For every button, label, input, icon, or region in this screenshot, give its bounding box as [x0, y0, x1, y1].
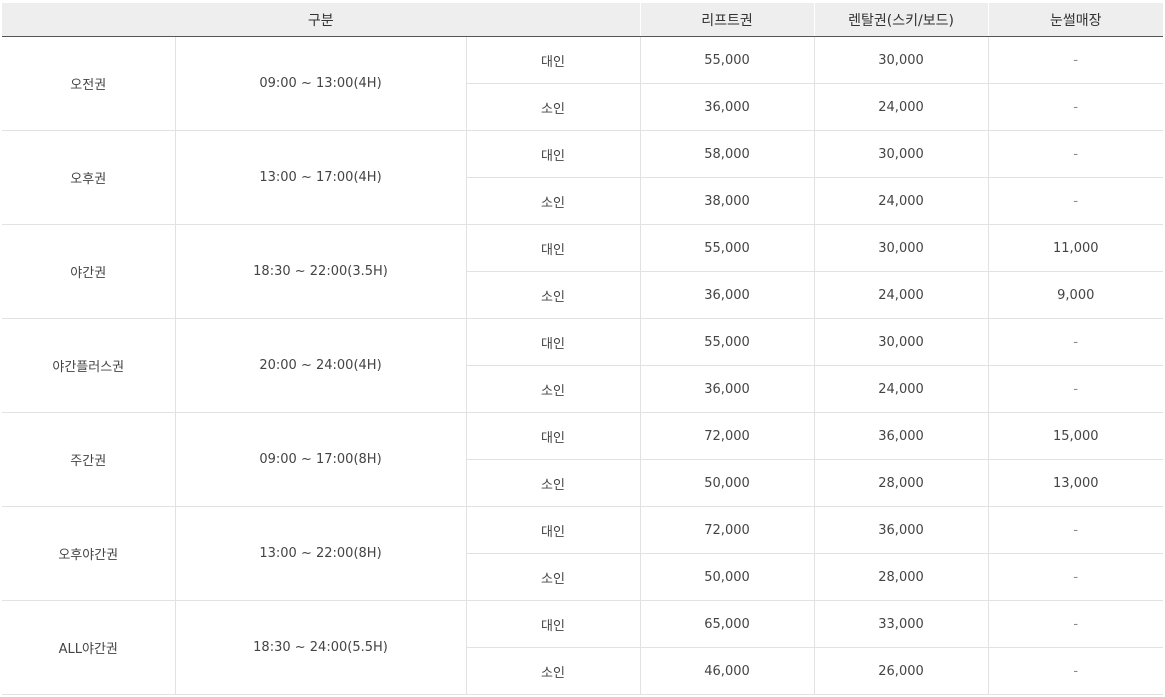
- snow-price: -: [987, 318, 1164, 366]
- snow-price: -: [987, 130, 1164, 178]
- age-label: 소인: [466, 365, 641, 413]
- snow-price: -: [987, 553, 1164, 601]
- lift-price: 36,000: [639, 365, 815, 413]
- ticket-name: ALL야간권: [2, 600, 176, 695]
- rental-price: 36,000: [813, 412, 989, 460]
- ticket-time: 18:30 ~ 24:00(5.5H): [174, 600, 467, 695]
- table-row: 주간권 09:00 ~ 17:00(8H) 대인 72,000 36,000 1…: [2, 412, 1164, 507]
- age-label: 소인: [466, 83, 641, 131]
- ticket-name: 야간플러스권: [2, 318, 176, 413]
- table-row: 오후권 13:00 ~ 17:00(4H) 대인 58,000 30,000 -: [2, 130, 1164, 225]
- header-rental: 렌탈권(스키/보드): [813, 3, 989, 37]
- header-snow: 눈썰매장: [987, 3, 1164, 37]
- price-table: 구분 리프트권 렌탈권(스키/보드) 눈썰매장 오전권 09:00 ~ 13:0…: [2, 3, 1164, 695]
- rental-price: 26,000: [813, 647, 989, 695]
- age-label: 소인: [466, 647, 641, 695]
- age-label: 대인: [465, 600, 641, 648]
- rental-price: 24,000: [813, 365, 989, 413]
- snow-price: -: [987, 506, 1164, 554]
- age-label: 대인: [465, 36, 641, 84]
- snow-price: -: [987, 177, 1164, 225]
- age-label: 소인: [466, 553, 641, 601]
- lift-price: 50,000: [639, 459, 815, 507]
- table-row: ALL야간권 18:30 ~ 24:00(5.5H) 대인 65,000 33,…: [2, 600, 1164, 695]
- table-header-row: 구분 리프트권 렌탈권(스키/보드) 눈썰매장: [2, 3, 1164, 37]
- snow-price: 15,000: [987, 412, 1164, 460]
- lift-price: 72,000: [639, 412, 815, 460]
- ticket-time: 18:30 ~ 22:00(3.5H): [174, 224, 467, 319]
- lift-price: 36,000: [639, 83, 815, 131]
- lift-price: 72,000: [639, 506, 815, 554]
- age-label: 소인: [466, 177, 641, 225]
- table-row: 오전권 09:00 ~ 13:00(4H) 대인 55,000 30,000 -: [2, 36, 1164, 131]
- lift-price: 55,000: [639, 224, 815, 272]
- age-label: 소인: [466, 271, 641, 319]
- lift-price: 55,000: [639, 318, 815, 366]
- snow-price: 9,000: [987, 271, 1164, 319]
- ticket-time: 20:00 ~ 24:00(4H): [174, 318, 467, 413]
- table-row: 야간권 18:30 ~ 22:00(3.5H) 대인 55,000 30,000…: [2, 224, 1164, 319]
- rental-price: 33,000: [813, 600, 989, 648]
- age-label: 대인: [465, 412, 641, 460]
- rental-price: 28,000: [813, 459, 989, 507]
- ticket-name: 오전권: [2, 36, 176, 131]
- lift-price: 50,000: [639, 553, 815, 601]
- rental-price: 28,000: [813, 553, 989, 601]
- ticket-time: 13:00 ~ 22:00(8H): [174, 506, 467, 601]
- snow-price: -: [987, 83, 1164, 131]
- rental-price: 30,000: [813, 224, 989, 272]
- ticket-time: 09:00 ~ 13:00(4H): [174, 36, 467, 131]
- ticket-name: 야간권: [2, 224, 176, 319]
- ticket-time: 09:00 ~ 17:00(8H): [174, 412, 467, 507]
- rental-price: 30,000: [813, 130, 989, 178]
- lift-price: 46,000: [639, 647, 815, 695]
- snow-price: -: [987, 36, 1164, 84]
- ticket-time: 13:00 ~ 17:00(4H): [174, 130, 467, 225]
- rental-price: 24,000: [813, 83, 989, 131]
- table-row: 소인 36,000 24,000 -: [2, 365, 1164, 413]
- snow-price: 13,000: [987, 459, 1164, 507]
- lift-price: 58,000: [639, 130, 815, 178]
- rental-price: 24,000: [813, 177, 989, 225]
- snow-price: -: [987, 365, 1164, 413]
- age-label: 대인: [465, 506, 641, 554]
- age-label: 소인: [466, 459, 641, 507]
- table-row: 야간플러스권 20:00 ~ 24:00(4H) 대인 55,000 30,00…: [2, 318, 1164, 413]
- table-row: 오후야간권 13:00 ~ 22:00(8H) 대인 72,000 36,000…: [2, 506, 1164, 601]
- snow-price: 11,000: [987, 224, 1164, 272]
- rental-price: 24,000: [813, 271, 989, 319]
- age-label: 대인: [465, 318, 641, 366]
- age-label: 대인: [465, 130, 641, 178]
- header-category: 구분: [2, 3, 641, 37]
- rental-price: 30,000: [813, 318, 989, 366]
- table-row: 소인 46,000 26,000 -: [2, 647, 1164, 695]
- age-label: 대인: [465, 224, 641, 272]
- ticket-name: 오후권: [2, 130, 176, 225]
- header-lift: 리프트권: [639, 3, 815, 37]
- ticket-name: 주간권: [2, 412, 176, 507]
- lift-price: 55,000: [639, 36, 815, 84]
- rental-price: 36,000: [813, 506, 989, 554]
- lift-price: 36,000: [639, 271, 815, 319]
- lift-price: 38,000: [639, 177, 815, 225]
- snow-price: -: [987, 600, 1164, 648]
- snow-price: -: [987, 647, 1164, 695]
- table-row: 소인 50,000 28,000 13,000: [2, 459, 1164, 507]
- rental-price: 30,000: [813, 36, 989, 84]
- ticket-name: 오후야간권: [2, 506, 176, 601]
- lift-price: 65,000: [639, 600, 815, 648]
